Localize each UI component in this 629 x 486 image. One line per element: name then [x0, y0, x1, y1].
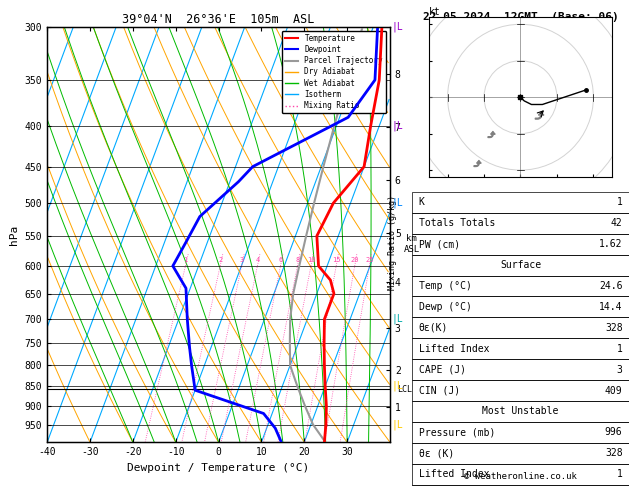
Text: © weatheronline.co.uk: © weatheronline.co.uk — [464, 472, 577, 481]
Bar — [412, 443, 629, 464]
Bar — [412, 422, 629, 443]
Bar — [412, 380, 629, 401]
Legend: Temperature, Dewpoint, Parcel Trajectory, Dry Adiabat, Wet Adiabat, Isotherm, Mi: Temperature, Dewpoint, Parcel Trajectory… — [282, 31, 386, 113]
Text: 3: 3 — [240, 257, 244, 262]
Text: Most Unstable: Most Unstable — [482, 406, 559, 417]
Text: 24.6: 24.6 — [599, 281, 623, 291]
Text: 1: 1 — [183, 257, 187, 262]
Bar — [412, 296, 629, 317]
Text: 1: 1 — [616, 344, 623, 354]
Text: Surface: Surface — [500, 260, 541, 270]
Text: |L: |L — [392, 419, 404, 430]
Text: 996: 996 — [605, 427, 623, 437]
Bar — [412, 401, 629, 422]
Text: 1: 1 — [616, 197, 623, 208]
Text: Totals Totals: Totals Totals — [418, 218, 495, 228]
Text: 6: 6 — [279, 257, 282, 262]
Bar — [412, 464, 629, 485]
Bar — [412, 359, 629, 380]
Text: 409: 409 — [605, 385, 623, 396]
Text: Temp (°C): Temp (°C) — [418, 281, 471, 291]
Text: |L: |L — [392, 314, 404, 325]
Text: Lifted Index: Lifted Index — [418, 469, 489, 479]
Text: 25: 25 — [365, 257, 374, 262]
Bar — [412, 213, 629, 234]
Bar — [412, 485, 629, 486]
Text: 20: 20 — [350, 257, 359, 262]
Text: 328: 328 — [605, 323, 623, 333]
Text: 3: 3 — [616, 364, 623, 375]
Text: Pressure (mb): Pressure (mb) — [418, 427, 495, 437]
Text: 8: 8 — [295, 257, 299, 262]
Bar — [412, 317, 629, 338]
Text: 15: 15 — [332, 257, 340, 262]
Text: LCL: LCL — [397, 384, 412, 394]
Text: 10: 10 — [307, 257, 315, 262]
Y-axis label: km
ASL: km ASL — [404, 235, 420, 254]
Text: |L: |L — [392, 121, 404, 131]
Text: 14.4: 14.4 — [599, 302, 623, 312]
Text: Mixing Ratio (g/kg): Mixing Ratio (g/kg) — [388, 195, 397, 291]
Text: 328: 328 — [605, 448, 623, 458]
Text: 4: 4 — [255, 257, 260, 262]
Text: |L: |L — [392, 381, 404, 391]
Text: CAPE (J): CAPE (J) — [418, 364, 465, 375]
Text: kt: kt — [430, 7, 441, 17]
Text: Lifted Index: Lifted Index — [418, 344, 489, 354]
Bar — [412, 234, 629, 255]
Text: |L: |L — [392, 198, 404, 208]
Text: 1: 1 — [616, 469, 623, 479]
X-axis label: Dewpoint / Temperature (°C): Dewpoint / Temperature (°C) — [128, 463, 309, 473]
Text: K: K — [418, 197, 425, 208]
Bar — [412, 338, 629, 359]
Bar — [412, 255, 629, 276]
Title: 39°04'N  26°36'E  105m  ASL: 39°04'N 26°36'E 105m ASL — [123, 13, 314, 26]
Text: 1.62: 1.62 — [599, 239, 623, 249]
Text: Dewp (°C): Dewp (°C) — [418, 302, 471, 312]
Text: θε(K): θε(K) — [418, 323, 448, 333]
Bar — [412, 192, 629, 213]
Y-axis label: hPa: hPa — [9, 225, 19, 244]
Text: θε (K): θε (K) — [418, 448, 454, 458]
Text: 42: 42 — [611, 218, 623, 228]
Text: 2: 2 — [218, 257, 222, 262]
Text: 22.05.2024  12GMT  (Base: 06): 22.05.2024 12GMT (Base: 06) — [423, 12, 618, 22]
Bar — [412, 276, 629, 296]
Text: CIN (J): CIN (J) — [418, 385, 460, 396]
Text: PW (cm): PW (cm) — [418, 239, 460, 249]
Text: |L: |L — [392, 21, 404, 32]
